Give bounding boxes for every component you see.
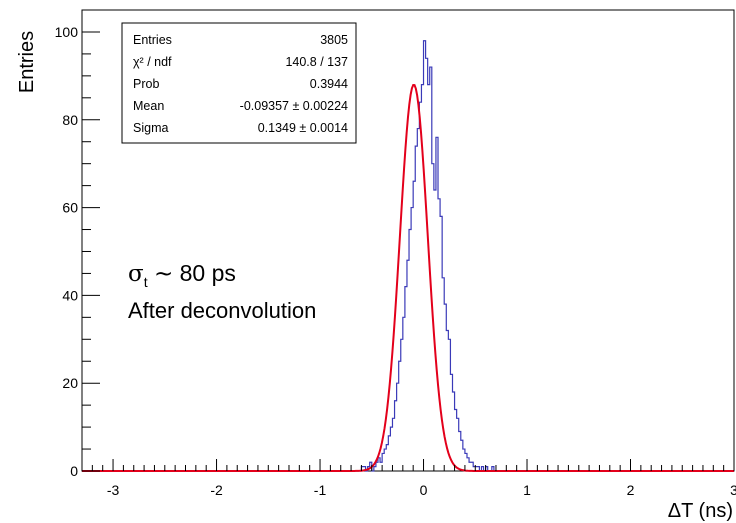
y-tick-label-5: 100 (55, 24, 79, 40)
x-tick-label-4: 1 (523, 482, 531, 498)
histogram-bin (409, 230, 411, 471)
histogram-bin (399, 361, 401, 471)
deconvolution-label: After deconvolution (128, 298, 316, 323)
histogram-bin (450, 374, 452, 471)
histogram-bin (438, 199, 440, 471)
histogram-bin (457, 418, 459, 471)
histogram-bin (461, 440, 463, 471)
histogram-series (82, 40, 495, 472)
histogram-bin (386, 445, 388, 471)
histogram-bin (453, 392, 455, 471)
histogram-bin (459, 431, 461, 471)
histogram-bin (417, 129, 419, 471)
histogram-bin (397, 383, 399, 471)
histogram-bin (384, 449, 386, 471)
stat-value-prob: 0.3944 (310, 77, 348, 91)
histogram-bin (411, 208, 413, 471)
histogram-bin (424, 41, 426, 471)
histogram-bin (407, 260, 409, 471)
stats-box: Entries 3805 χ² / ndf 140.8 / 137 Prob 0… (121, 22, 357, 144)
histogram-bin (403, 317, 405, 471)
y-tick-label-2: 40 (62, 287, 78, 303)
x-axis-title: ΔT (ns) (668, 500, 733, 522)
histogram-bin (374, 467, 376, 471)
y-tick-label-3: 60 (62, 200, 78, 216)
histogram-bin (378, 458, 380, 471)
histogram-layer (82, 40, 495, 472)
stat-label-chi2: χ² / ndf (133, 55, 172, 69)
histogram-bin (401, 339, 403, 471)
histogram-bin (413, 181, 415, 471)
histogram-bin (471, 462, 473, 471)
y-tick-label-0: 0 (70, 463, 78, 479)
histogram-bin (469, 462, 471, 471)
histogram-bin (426, 58, 428, 471)
x-tick-label-0: -3 (107, 482, 120, 498)
histogram-bin (419, 102, 421, 471)
x-tick-label-1: -2 (210, 482, 223, 498)
stat-label-sigma: Sigma (133, 121, 168, 135)
histogram-bin (405, 287, 407, 471)
stat-label-entries: Entries (133, 33, 172, 47)
histogram-bin (376, 462, 378, 471)
histogram-bin (467, 458, 469, 471)
histogram-bin (395, 401, 397, 471)
stat-value-sigma: 0.1349 ± 0.0014 (258, 121, 348, 135)
y-tick-label-4: 80 (62, 112, 78, 128)
stat-label-prob: Prob (133, 77, 159, 91)
y-axis-title: Entries (16, 31, 38, 93)
resolution-label: σt ∼ 80 ps (128, 260, 236, 290)
histogram-bin (415, 146, 417, 471)
stats-box-border (121, 22, 357, 144)
gaussian-fit-layer (82, 83, 734, 472)
stat-label-mean: Mean (133, 99, 164, 113)
histogram-bin (436, 137, 438, 471)
histogram-bin (390, 427, 392, 471)
stat-value-entries: 3805 (320, 33, 348, 47)
plot-frame (81, 9, 735, 472)
sigma-subscript: t (144, 274, 148, 290)
histogram-bin (442, 278, 444, 471)
axis-layer: -3 -2 -1 0 1 2 3 0 20 40 60 80 100 (55, 9, 736, 498)
gaussian-fit-curve (82, 83, 734, 472)
histogram-bin (440, 216, 442, 471)
histogram-bin (455, 410, 457, 471)
sigma-symbol: σ (128, 261, 144, 287)
resolution-value: ∼ 80 ps (148, 260, 236, 286)
plot-area-border (81, 9, 735, 472)
resolution-annotation: σt ∼ 80 ps After deconvolution (128, 260, 316, 323)
x-tick-label-3: 0 (420, 482, 428, 498)
histogram-bin (392, 418, 394, 471)
histogram-bin (388, 436, 390, 471)
y-tick-label-1: 20 (62, 375, 78, 391)
x-tick-label-2: -1 (314, 482, 327, 498)
x-tick-label-6: 3 (730, 482, 736, 498)
stat-value-chi2: 140.8 / 137 (285, 55, 348, 69)
x-tick-label-5: 2 (627, 482, 635, 498)
stat-value-mean: -0.09357 ± 0.00224 (240, 99, 348, 113)
